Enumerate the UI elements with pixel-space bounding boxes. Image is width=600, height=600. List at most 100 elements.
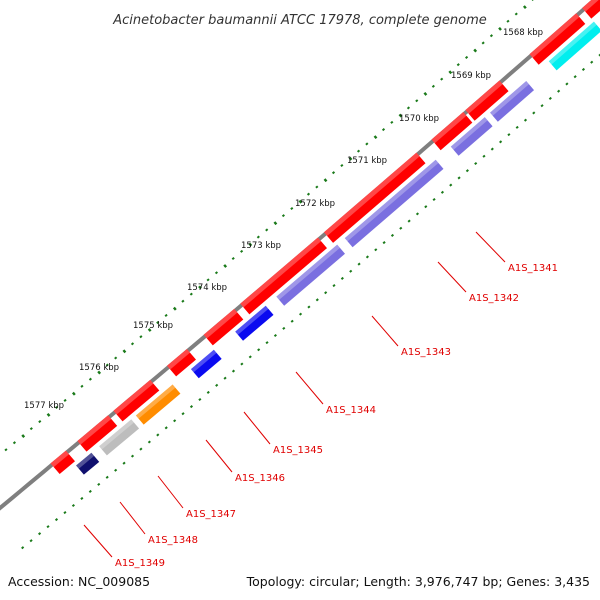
gene-label[interactable]: A1S_1343	[401, 347, 451, 358]
scale-tick	[248, 355, 252, 359]
forward-gene-highlight	[240, 237, 322, 308]
outer-scale-ring	[4, 0, 534, 452]
gene-label[interactable]: A1S_1349	[115, 558, 165, 569]
scale-tick	[215, 383, 219, 387]
scale-tick	[248, 242, 253, 247]
scale-tick	[240, 249, 244, 253]
gene-label[interactable]: A1S_1341	[508, 263, 558, 274]
scale-tick	[231, 256, 235, 261]
scale-tick	[306, 192, 311, 196]
gene-label[interactable]: A1S_1347	[186, 509, 236, 520]
gene-label[interactable]: A1S_1344	[326, 405, 376, 416]
forward-gene[interactable]	[50, 450, 76, 475]
scale-tick	[29, 427, 33, 431]
forward-gene[interactable]	[323, 152, 426, 243]
scale-tick	[114, 468, 118, 472]
scale-tick	[4, 448, 8, 452]
forward-gene[interactable]	[113, 379, 160, 422]
scale-tick	[46, 412, 51, 417]
scale-tick	[156, 433, 160, 437]
leader-line	[243, 411, 271, 445]
reverse-gene[interactable]	[76, 452, 100, 475]
scale-tick	[340, 163, 344, 168]
reverse-gene[interactable]	[548, 21, 600, 71]
forward-gene[interactable]	[431, 112, 473, 151]
scale-tick	[298, 312, 303, 316]
scale-label: 1569 kbp	[451, 71, 491, 81]
scale-tick	[63, 511, 67, 515]
reverse-strand-genes	[76, 21, 600, 475]
scale-tick	[440, 77, 444, 81]
scale-tick	[181, 299, 185, 303]
reverse-gene[interactable]	[135, 384, 181, 425]
scale-tick	[406, 106, 411, 110]
scale-tick	[323, 178, 328, 183]
gene-label[interactable]: A1S_1342	[469, 293, 519, 304]
scale-tick	[407, 219, 411, 223]
scale-tick	[490, 147, 494, 151]
scale-tick	[548, 96, 552, 100]
forward-gene[interactable]	[167, 348, 196, 377]
reverse-gene[interactable]	[450, 117, 493, 156]
scale-tick	[357, 262, 361, 266]
reverse-gene-highlight	[99, 419, 135, 450]
scale-tick	[139, 335, 143, 339]
scale-tick	[331, 171, 336, 175]
forward-gene-highlight	[113, 379, 154, 415]
forward-gene[interactable]	[77, 415, 118, 452]
scale-tick	[573, 75, 577, 79]
forward-gene-highlight	[50, 450, 70, 468]
scale-tick	[324, 291, 328, 295]
scale-tick	[590, 60, 594, 64]
scale-tick	[581, 67, 586, 71]
scale-tick	[38, 532, 42, 536]
scale-tick	[105, 475, 109, 479]
scale-tick	[290, 206, 294, 211]
scale-tick	[130, 454, 135, 458]
scale-label: 1570 kbp	[399, 114, 439, 124]
scale-tick	[156, 320, 160, 325]
scale-tick	[381, 128, 386, 132]
scale-tick	[432, 197, 436, 202]
reverse-gene[interactable]	[276, 244, 345, 306]
forward-gene[interactable]	[582, 0, 600, 19]
scale-tick	[532, 111, 536, 115]
reverse-gene[interactable]	[99, 419, 140, 456]
forward-gene[interactable]	[240, 237, 327, 315]
scale-tick	[281, 214, 285, 218]
forward-gene[interactable]	[529, 13, 586, 65]
reverse-gene[interactable]	[344, 159, 444, 248]
scale-tick	[71, 503, 75, 508]
scale-tick	[214, 271, 219, 275]
leader-line	[437, 261, 467, 293]
scale-label: 1571 kbp	[347, 156, 387, 166]
scale-tick	[315, 298, 319, 302]
gene-label[interactable]: A1S_1348	[148, 535, 198, 546]
gene-label[interactable]: A1S_1345	[273, 445, 323, 456]
scale-tick	[46, 525, 50, 529]
leader-line	[83, 524, 113, 558]
scale-tick	[332, 284, 336, 288]
reverse-gene-highlight	[548, 21, 597, 65]
reverse-gene[interactable]	[490, 81, 535, 122]
scale-tick	[80, 384, 84, 388]
forward-gene[interactable]	[465, 80, 509, 121]
forward-gene-highlight	[582, 0, 599, 12]
scale-tick	[482, 154, 486, 158]
scale-tick	[515, 125, 519, 129]
reverse-gene[interactable]	[235, 305, 274, 341]
scale-tick	[80, 496, 84, 501]
scale-tick	[189, 292, 193, 296]
reverse-gene[interactable]	[190, 349, 222, 379]
scale-tick	[198, 285, 202, 290]
forward-gene[interactable]	[203, 308, 244, 346]
scale-label: 1568 kbp	[503, 28, 543, 38]
gene-label[interactable]: A1S_1346	[235, 473, 285, 484]
scale-tick	[223, 264, 228, 268]
reverse-gene-highlight	[76, 452, 95, 469]
scale-tick	[21, 546, 25, 550]
scale-tick	[71, 391, 76, 396]
scale-label: 1574 kbp	[187, 283, 227, 293]
scale-tick	[540, 104, 544, 108]
gene-labels: A1S_1341 A1S_1342 A1S_1343 A1S_1344 A1S_1345…	[115, 263, 558, 569]
